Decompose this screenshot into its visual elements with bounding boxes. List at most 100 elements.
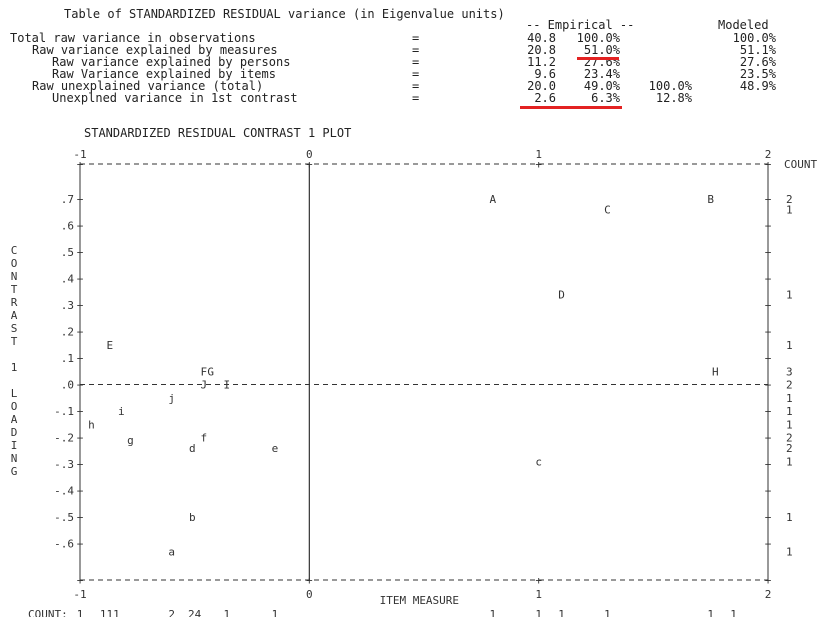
y-axis-label-letter: I bbox=[11, 439, 18, 452]
y-axis-label-letter: T bbox=[11, 283, 18, 296]
y-tick-mark-right: + bbox=[765, 220, 772, 233]
y-axis-label-letter: S bbox=[11, 322, 18, 335]
y-tick-mark-right: + bbox=[765, 352, 772, 365]
y-axis-label-letter: L bbox=[11, 387, 18, 400]
right-count: 1 bbox=[786, 339, 793, 352]
y-tick-label: -.5 bbox=[54, 511, 74, 524]
x-tick-label-bottom: -1 bbox=[73, 588, 86, 601]
y-tick-mark-right: + bbox=[765, 485, 772, 498]
y-tick-label: -.3 bbox=[54, 458, 74, 471]
y-axis-label-letter: O bbox=[11, 400, 18, 413]
y-tick-label: -.2 bbox=[54, 432, 74, 445]
y-tick-mark-left: + bbox=[77, 405, 84, 418]
y-axis-label-letter: R bbox=[11, 296, 18, 309]
bottom-count: 1 bbox=[730, 608, 737, 617]
x-tick-mark-bottom: + bbox=[77, 574, 84, 587]
row-modeled: 23.5% bbox=[739, 67, 776, 81]
x-tick-mark-bottom: + bbox=[306, 574, 313, 587]
row-extra: 100.0% bbox=[648, 79, 692, 93]
row-label: Unexplned variance in 1st contrast bbox=[52, 91, 298, 105]
right-count: 1 bbox=[786, 511, 793, 524]
y-tick-label: -.6 bbox=[54, 538, 74, 551]
row-eq: = bbox=[412, 91, 420, 105]
data-point-G: G bbox=[207, 365, 214, 378]
y-tick-label: .4 bbox=[61, 273, 75, 286]
row-label: Total raw variance in observations bbox=[10, 31, 256, 45]
data-point-C: C bbox=[604, 204, 611, 217]
data-point-f: f bbox=[201, 432, 208, 445]
y-tick-label: .0 bbox=[61, 379, 74, 392]
x-tick-label-bottom: 1 bbox=[535, 588, 542, 601]
y-tick-label: -.4 bbox=[54, 485, 74, 498]
row-eq: = bbox=[412, 55, 420, 69]
y-tick-mark-right: + bbox=[765, 538, 772, 551]
right-count: 3 bbox=[786, 365, 793, 378]
y-tick-mark-left: + bbox=[77, 220, 84, 233]
y-tick-mark-left: + bbox=[77, 352, 84, 365]
x-axis-title: ITEM MEASURE bbox=[380, 594, 459, 607]
y-tick-label: .7 bbox=[61, 193, 74, 206]
right-count-header: COUNT bbox=[784, 158, 817, 171]
y-tick-mark-right: + bbox=[765, 511, 772, 524]
data-point-I: I bbox=[223, 379, 230, 392]
data-point-d: d bbox=[189, 442, 196, 455]
bottom-count: 1 bbox=[223, 608, 230, 617]
bottom-count: 1 bbox=[604, 608, 611, 617]
y-tick-mark-right: + bbox=[765, 432, 772, 445]
data-point-a: a bbox=[168, 545, 175, 558]
bottom-count: 1 bbox=[558, 608, 565, 617]
y-axis-label-letter: D bbox=[11, 426, 18, 439]
x-tick-label-top: 2 bbox=[765, 148, 772, 161]
y-axis-label-letter: N bbox=[11, 452, 18, 465]
y-tick-mark-left: + bbox=[77, 458, 84, 471]
contrast-plot: -1-1++00++11++22++.7 + +.6 + +.5 + +.4 + +.3 + +.2… bbox=[11, 148, 818, 617]
y-axis-label-letter: T bbox=[11, 335, 18, 348]
y-tick-mark-left: + bbox=[77, 538, 84, 551]
data-point-B: B bbox=[707, 193, 714, 206]
data-point-j: j bbox=[168, 392, 175, 405]
x-tick-label-bottom: 2 bbox=[765, 588, 772, 601]
right-count: 2 bbox=[786, 193, 793, 206]
right-count: 1 bbox=[786, 392, 793, 405]
x-tick-mark-top: + bbox=[306, 158, 313, 171]
y-tick-label: .6 bbox=[61, 220, 74, 233]
plot-title: STANDARDIZED RESIDUAL CONTRAST 1 PLOT bbox=[84, 126, 352, 140]
variance-table: Table of STANDARDIZED RESIDUAL variance … bbox=[0, 0, 835, 125]
data-point-g: g bbox=[127, 434, 134, 447]
right-count: 1 bbox=[786, 405, 793, 418]
y-tick-label: .5 bbox=[61, 246, 74, 259]
y-tick-mark-left: + bbox=[77, 379, 84, 392]
y-tick-mark-left: + bbox=[77, 193, 84, 206]
bottom-count: 1 bbox=[77, 608, 84, 617]
row-label: Raw unexplained variance (total) bbox=[32, 79, 264, 93]
data-point-c: c bbox=[535, 455, 542, 468]
right-count: 1 bbox=[786, 288, 793, 301]
row-percent: 51.0% bbox=[583, 43, 620, 57]
data-point-e: e bbox=[272, 442, 279, 455]
y-tick-mark-left: + bbox=[77, 326, 84, 339]
bottom-count: 1 bbox=[489, 608, 496, 617]
row-eigen: 2.6 bbox=[534, 91, 556, 105]
y-tick-mark-left: + bbox=[77, 485, 84, 498]
bottom-count: 1 bbox=[707, 608, 714, 617]
y-axis-label-letter: G bbox=[11, 465, 18, 478]
highlight-underline bbox=[577, 57, 619, 60]
highlight-underline bbox=[520, 106, 622, 109]
y-tick-mark-left: + bbox=[77, 299, 84, 312]
data-point-F: F bbox=[201, 365, 208, 378]
y-tick-mark-right: + bbox=[765, 405, 772, 418]
bottom-count: 24 bbox=[188, 608, 202, 617]
x-tick-mark-top: + bbox=[765, 158, 772, 171]
data-point-b: b bbox=[189, 511, 196, 524]
row-eigen: 40.8 bbox=[527, 31, 556, 45]
right-count: 1 bbox=[786, 204, 793, 217]
row-eigen: 11.2 bbox=[527, 55, 556, 69]
y-tick-mark-right: + bbox=[765, 326, 772, 339]
y-tick-mark-right: + bbox=[765, 379, 772, 392]
x-tick-mark-bottom: + bbox=[535, 574, 542, 587]
row-percent: 6.3% bbox=[591, 91, 620, 105]
y-axis-label-letter: A bbox=[11, 413, 18, 426]
y-tick-mark-left: + bbox=[77, 432, 84, 445]
y-axis-label-letter: C bbox=[11, 244, 18, 257]
data-point-J: J bbox=[201, 379, 208, 392]
